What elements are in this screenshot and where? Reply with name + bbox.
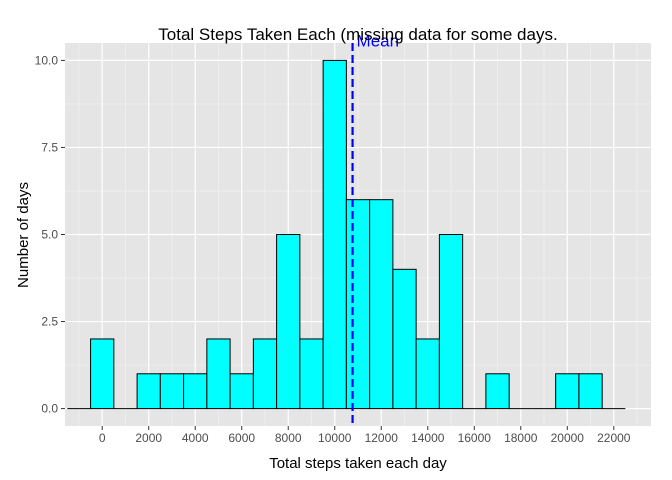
histogram-bar: [229, 373, 254, 410]
histogram-bar: [369, 199, 394, 410]
y-tick-label: 5.0: [41, 228, 58, 242]
x-tick-label: 14000: [411, 431, 445, 445]
y-tick-label: 0.0: [41, 402, 58, 416]
histogram-bar: [252, 338, 278, 410]
chart-title: Total Steps Taken Each (missing data for…: [158, 25, 557, 44]
x-tick-label: 4000: [182, 431, 209, 445]
y-axis-ticks: 0.0 2.5 5.0 7.5 10.0: [35, 53, 65, 416]
mean-marker: Mean: [351, 31, 400, 426]
x-axis-title: Total steps taken each day: [269, 455, 447, 472]
histogram-bar: [415, 338, 440, 410]
histogram-bar: [299, 338, 324, 410]
y-tick-label: 7.5: [41, 140, 58, 154]
histogram-bar: [392, 268, 417, 410]
y-tick-label: 10.0: [35, 53, 59, 67]
histogram-bar: [183, 373, 208, 410]
histogram-bar: [90, 338, 115, 410]
x-tick-label: 0: [99, 431, 106, 445]
histogram-bar: [159, 373, 185, 410]
histogram-bar: [438, 234, 464, 410]
histogram-bar: [485, 373, 510, 410]
x-tick-label: 20000: [551, 431, 585, 445]
x-tick-label: 18000: [504, 431, 538, 445]
histogram-bar: [136, 373, 161, 410]
histogram-bar: [322, 59, 347, 410]
histogram-bar: [578, 373, 603, 410]
x-tick-label: 22000: [597, 431, 631, 445]
x-tick-label: 6000: [228, 431, 255, 445]
y-tick-label: 2.5: [41, 315, 58, 329]
histogram-bar: [276, 234, 301, 410]
x-tick-label: 8000: [275, 431, 302, 445]
x-tick-label: 12000: [365, 431, 399, 445]
histogram-bar: [206, 338, 231, 410]
y-axis-title: Number of days: [15, 182, 32, 288]
x-tick-label: 16000: [458, 431, 492, 445]
x-axis-ticks: 0 2000 4000 6000 8000 10000 12000 14000 16000 180…: [99, 426, 631, 445]
mean-label: Mean: [357, 31, 400, 50]
x-tick-label: 10000: [318, 431, 352, 445]
histogram-bar: [555, 373, 580, 410]
x-tick-label: 2000: [135, 431, 162, 445]
histogram-bar: [345, 199, 371, 410]
